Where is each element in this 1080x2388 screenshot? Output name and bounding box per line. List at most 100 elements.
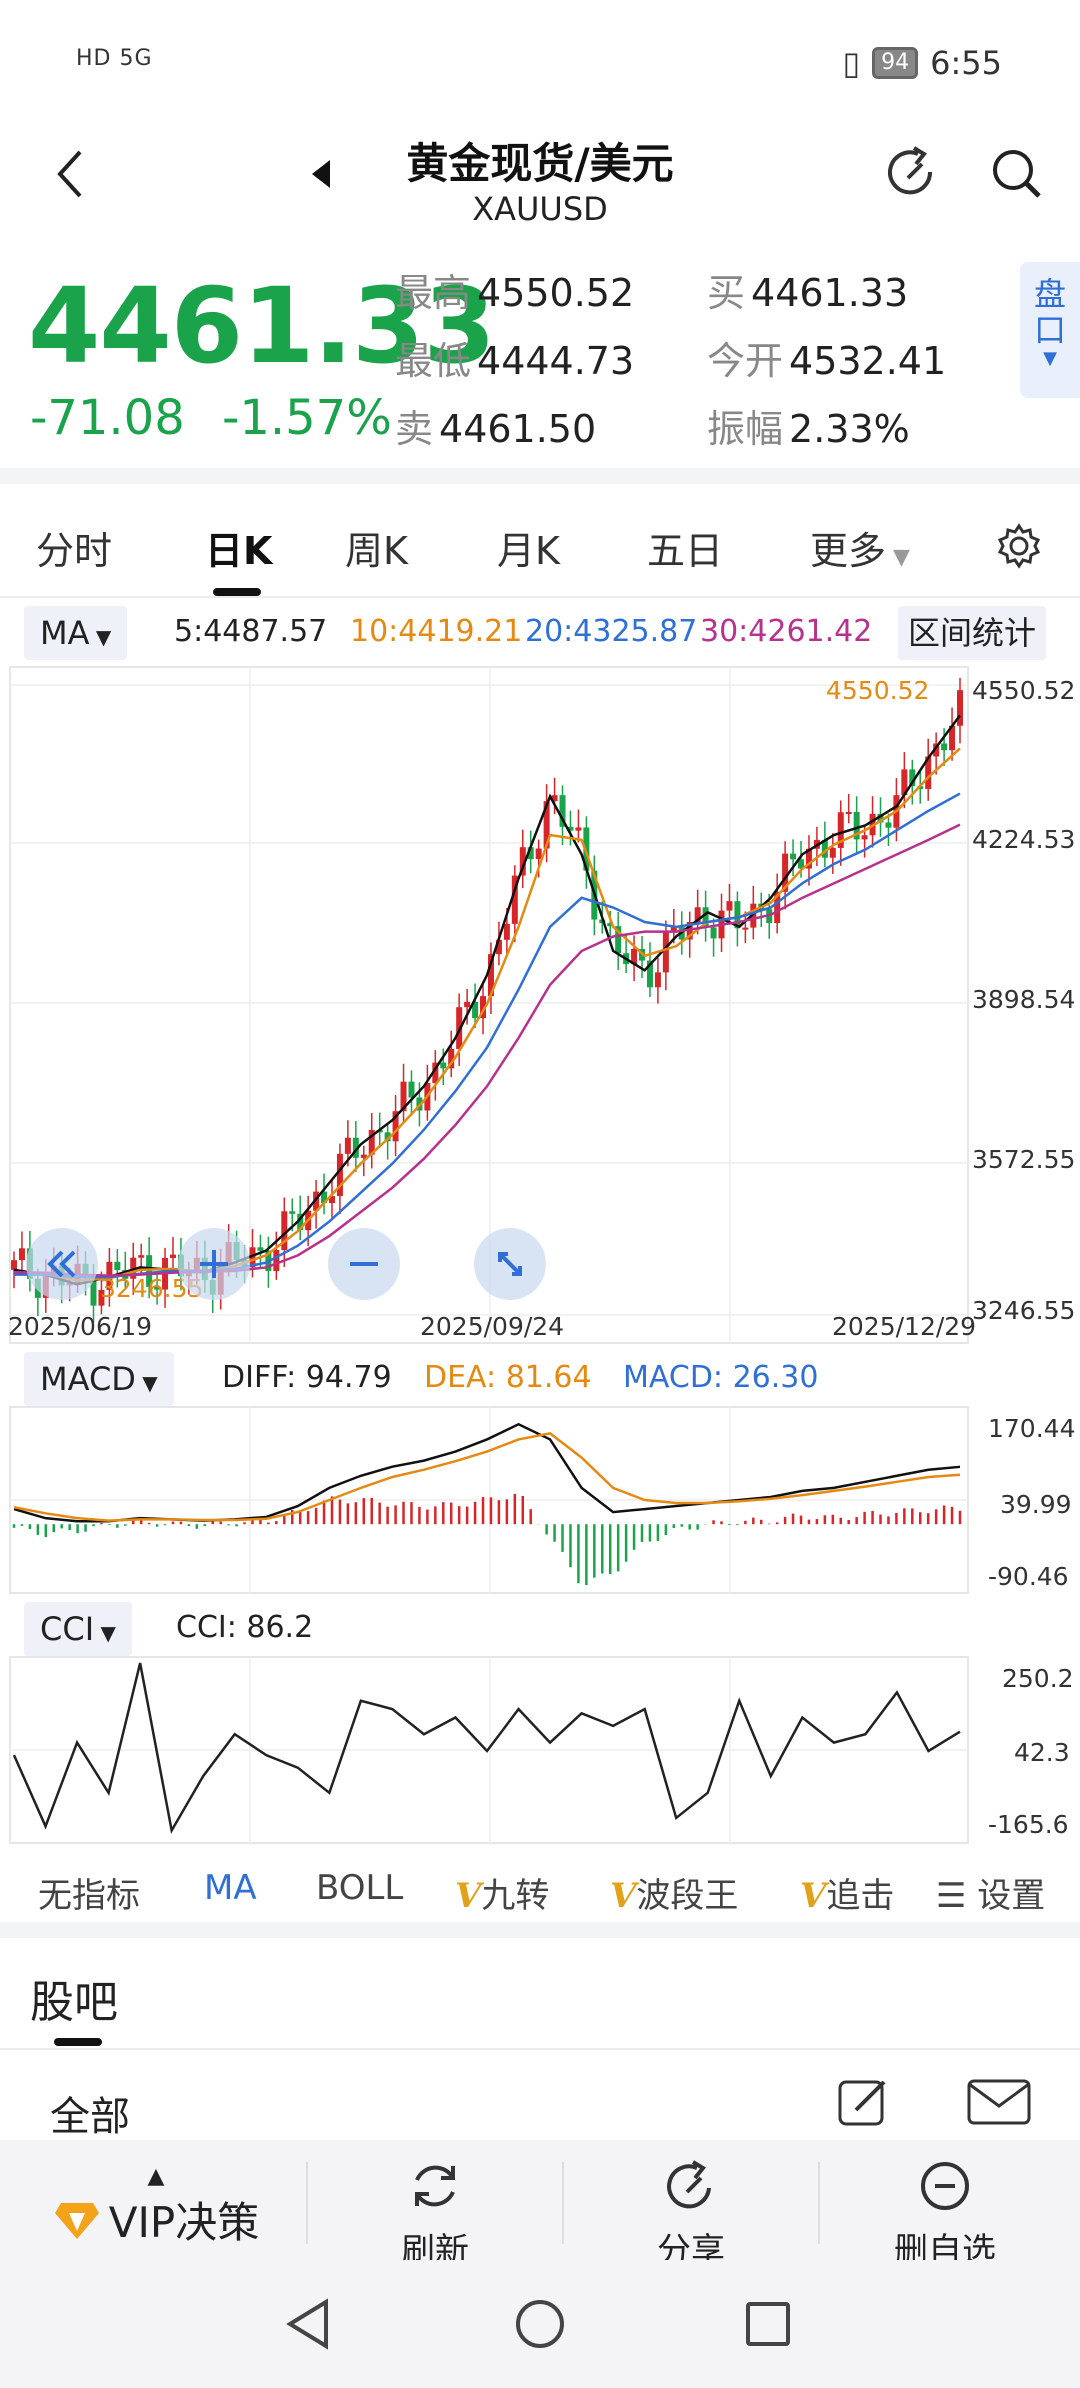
divider xyxy=(0,596,1080,598)
candle-body xyxy=(925,756,932,789)
section-divider xyxy=(0,468,1080,484)
macd-value: MACD: 26.30 xyxy=(623,1360,819,1395)
candle-body xyxy=(281,1211,288,1251)
tab-daily-k[interactable]: 日K xyxy=(205,529,273,573)
candlestick-chart[interactable] xyxy=(0,665,1080,1345)
share-button[interactable] xyxy=(880,142,944,206)
high-marker-label: 4550.52 xyxy=(826,676,930,705)
candle-body xyxy=(654,972,661,988)
y-tick-2: 4224.53 xyxy=(972,825,1076,854)
refresh-button[interactable]: 刷新 xyxy=(370,2158,500,2272)
candle-body xyxy=(837,812,844,848)
candle-body xyxy=(297,1213,304,1231)
candle-body xyxy=(313,1191,320,1211)
candle-body xyxy=(861,835,868,840)
order-book-button[interactable]: 盘 口 ▼ xyxy=(1020,262,1080,398)
vip-decision-label: VIP决策 xyxy=(108,2198,260,2247)
candle-body xyxy=(440,1062,447,1069)
candle-body xyxy=(11,1260,17,1270)
indicator-wave-king-label: 波段王 xyxy=(636,1876,739,1916)
chart-settings-button[interactable] xyxy=(995,522,1043,570)
candle-body xyxy=(527,847,534,860)
candle-body xyxy=(480,996,487,1019)
remove-watchlist-button[interactable]: 删自选 xyxy=(880,2158,1010,2272)
vip-v-icon: V xyxy=(610,1876,637,1916)
ma-selector[interactable]: MA ▼ xyxy=(24,606,128,660)
cci-value: CCI: 86.2 xyxy=(176,1610,314,1645)
status-right: ▯ 94 6:55 xyxy=(843,44,1002,82)
macd-diff: DIFF: 94.79 xyxy=(222,1360,392,1395)
ma-line-20 xyxy=(14,792,961,1279)
candle-body xyxy=(154,1286,161,1290)
cci-chart[interactable] xyxy=(0,1655,1080,1845)
search-button[interactable] xyxy=(985,142,1049,206)
candle-body xyxy=(289,1211,296,1214)
indicator-wave-king[interactable]: V波段王 xyxy=(610,1868,738,1917)
stat-buy: 买 4461.33 xyxy=(707,262,908,317)
indicator-settings-button[interactable]: ☰ 设置 xyxy=(930,1868,1046,1917)
clock: 6:55 xyxy=(930,44,1002,82)
candle-body xyxy=(90,1278,97,1306)
indicator-none[interactable]: 无指标 xyxy=(38,1876,140,1916)
messages-button[interactable] xyxy=(966,2078,1032,2126)
zoom-in-button[interactable] xyxy=(178,1228,250,1300)
candle-body xyxy=(249,1247,256,1268)
tab-more-label: 更多 xyxy=(810,529,887,573)
stat-sell: 卖 4461.50 xyxy=(395,398,596,453)
fullscreen-button[interactable] xyxy=(474,1228,546,1300)
nav-recents-icon[interactable] xyxy=(744,2300,792,2348)
indicator-chase[interactable]: V追击 xyxy=(800,1868,920,1917)
last-price: 4461.33 xyxy=(28,265,496,387)
ma5-value: 5:4487.57 xyxy=(174,614,328,649)
range-stat-button[interactable]: 区间统计 xyxy=(898,606,1047,660)
stat-open-value: 4532.41 xyxy=(789,339,947,383)
tab-weekly-k[interactable]: 周K xyxy=(345,529,408,573)
candle-body xyxy=(710,927,717,939)
tab-five-day[interactable]: 五日 xyxy=(647,529,724,573)
candle-body xyxy=(98,1289,105,1306)
prev-symbol-button[interactable] xyxy=(306,156,336,192)
stat-open-label: 今开 xyxy=(707,339,784,383)
back-button[interactable] xyxy=(50,144,90,204)
share-action-button[interactable]: 分享 xyxy=(626,2158,756,2272)
share-icon xyxy=(667,2160,711,2209)
forum-title[interactable]: 股吧 xyxy=(30,1977,118,2028)
macd-chart[interactable] xyxy=(0,1405,1080,1595)
caret-down-icon: ▼ xyxy=(1043,348,1057,369)
indicator-ma[interactable]: MA xyxy=(204,1868,257,1908)
candle-body xyxy=(344,1137,351,1154)
vip-v-icon: V xyxy=(455,1876,482,1916)
forum-filter-all[interactable]: 全部 xyxy=(50,2094,130,2140)
nav-back-icon[interactable] xyxy=(282,2298,334,2350)
scroll-left-button[interactable] xyxy=(26,1228,98,1300)
dea-line xyxy=(13,1432,961,1522)
symbol-code: XAUUSD xyxy=(472,190,608,228)
tab-more[interactable]: 更多 ▼ xyxy=(810,520,910,575)
cci-y-tick-3: -165.6 xyxy=(988,1810,1069,1839)
cci-selector[interactable]: CCI ▼ xyxy=(24,1602,132,1656)
candle-body xyxy=(18,1248,25,1261)
candle-body xyxy=(631,949,638,965)
indicator-boll[interactable]: BOLL xyxy=(316,1868,404,1908)
caret-down-icon: ▼ xyxy=(94,1621,116,1645)
stat-buy-value: 4461.33 xyxy=(751,271,909,315)
candle-body xyxy=(472,1001,479,1019)
indicator-nine-turn[interactable]: V九转 xyxy=(455,1868,549,1917)
zoom-out-button[interactable] xyxy=(328,1228,400,1300)
candle-body xyxy=(559,795,566,827)
candle-body xyxy=(829,847,836,858)
candle-body xyxy=(352,1137,359,1158)
tab-intraday[interactable]: 分时 xyxy=(36,529,113,573)
divider xyxy=(0,2048,1080,2050)
vip-decision-button[interactable]: ▲ VIP决策 xyxy=(36,2164,276,2250)
macd-selector-label: MACD xyxy=(40,1360,136,1398)
candle-body xyxy=(798,859,805,869)
macd-selector[interactable]: MACD ▼ xyxy=(24,1352,174,1406)
caret-down-icon: ▼ xyxy=(89,625,112,649)
nav-home-icon[interactable] xyxy=(514,2298,566,2350)
tab-monthly-k[interactable]: 月K xyxy=(497,529,560,573)
plus-icon xyxy=(200,1250,228,1278)
edit-icon xyxy=(838,2080,886,2126)
write-post-button[interactable] xyxy=(836,2074,892,2130)
page-title: 黄金现货/美元 xyxy=(406,139,674,188)
